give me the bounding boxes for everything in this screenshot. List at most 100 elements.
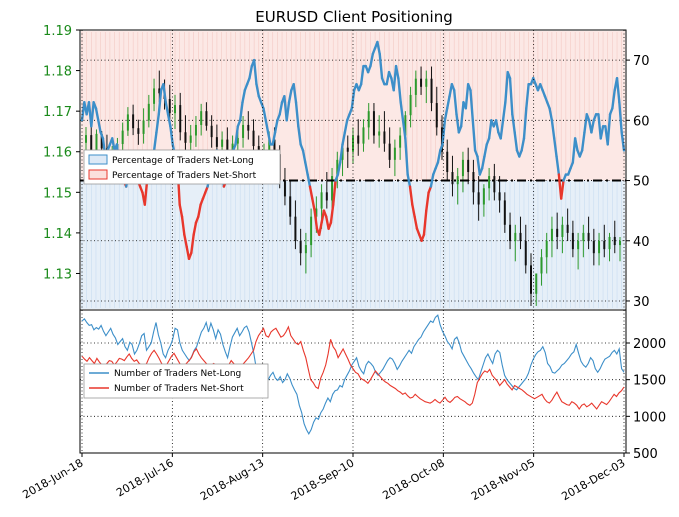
candle-body — [461, 159, 464, 177]
hatch-lines — [81, 32, 622, 308]
net-long-segment — [304, 161, 309, 176]
candle-body — [388, 143, 391, 160]
x-tick-label: 2018-Nov-05 — [469, 456, 537, 503]
net-long-segment — [169, 125, 174, 146]
candle-body — [126, 114, 129, 131]
candle-body — [236, 137, 239, 144]
net-long-segment — [306, 173, 312, 188]
net-long-segment — [476, 155, 481, 176]
candle-body — [530, 265, 532, 294]
candle-body — [221, 139, 224, 147]
candle-body — [378, 131, 381, 136]
net-long-segment — [97, 119, 102, 134]
candle-body — [472, 172, 475, 193]
candle-body — [215, 137, 218, 147]
candle-body — [121, 130, 124, 145]
net-long-segment — [508, 76, 514, 116]
candle-body — [561, 224, 564, 237]
candle-body — [367, 111, 370, 128]
net-long-segment — [522, 107, 528, 140]
x-tick-label: 2018-Oct-08 — [380, 456, 446, 502]
net-long-segment — [511, 113, 516, 134]
net-long-segment — [573, 137, 579, 152]
net-long-segment — [152, 131, 158, 152]
net-long-segment — [190, 233, 195, 254]
candle-body — [294, 216, 297, 242]
net-long-segment — [620, 131, 626, 152]
net-long-segment — [294, 101, 300, 128]
net-long-segment — [183, 233, 188, 248]
legend-percentage: Percentage of Traders Net-Long Percentag… — [83, 149, 281, 185]
net-long-segment — [341, 131, 347, 146]
candle-body — [174, 105, 176, 114]
candle-body — [320, 192, 323, 209]
net-long-segment — [336, 161, 342, 176]
candle-body — [85, 135, 87, 143]
net-long-segment — [459, 101, 465, 128]
candle-body — [372, 111, 375, 136]
candle-body — [383, 131, 386, 144]
net-long-segment — [611, 89, 616, 110]
net-long-segment — [553, 137, 558, 158]
candle-body — [556, 228, 559, 237]
x-tick-label: 2018-Dec-03 — [559, 456, 627, 503]
candle-body — [498, 192, 501, 201]
net-long-segment — [583, 113, 588, 134]
candle-body — [477, 192, 480, 205]
net-long-segment — [464, 82, 470, 110]
net-long-segment — [599, 125, 605, 140]
candle-body — [619, 241, 621, 246]
net-long-segment — [285, 101, 291, 122]
candle-body — [451, 172, 454, 185]
net-long-segment — [143, 179, 149, 206]
net-long-segment — [278, 101, 284, 116]
net-long-segment — [494, 119, 500, 134]
y-lower-tick-label: 1500 — [633, 374, 666, 389]
net-long-segment — [555, 155, 561, 176]
net-long-segment — [446, 95, 451, 110]
candle-body — [357, 135, 360, 144]
legend-trader-counts: Number of Traders Net-Long Number of Tra… — [83, 363, 269, 399]
candle-body — [592, 241, 595, 254]
net-long-segment — [376, 40, 381, 56]
chart-title: EURUSD Client Positioning — [255, 8, 453, 26]
candle-body — [137, 128, 140, 134]
net-long-segment — [401, 119, 407, 140]
net-long-segment — [580, 131, 586, 152]
net-long-segment — [406, 173, 412, 188]
candle-body — [425, 78, 428, 87]
net-long-segment — [394, 64, 400, 80]
net-long-segment — [287, 89, 293, 104]
y-left-tick-label: 1.13 — [43, 267, 72, 282]
y-right-tick-label: 50 — [633, 175, 650, 190]
net-long-segment — [241, 89, 247, 104]
candle-body — [205, 111, 208, 126]
candle-body — [571, 232, 574, 250]
net-long-segment — [343, 119, 349, 134]
net-long-segment — [164, 101, 170, 116]
net-long-segment — [480, 155, 486, 170]
candle-body — [273, 139, 276, 155]
candle-body — [545, 241, 548, 258]
y-right-tick-label: 40 — [633, 235, 650, 250]
y-lower-tick-label: 1000 — [633, 410, 666, 425]
count-net-long-line — [81, 314, 625, 436]
y-right-tick-label: 60 — [633, 114, 650, 129]
net-long-segment — [162, 82, 167, 104]
net-long-segment — [166, 113, 172, 128]
net-long-segment — [292, 82, 298, 104]
candle-body — [210, 125, 213, 138]
net-long-segment — [399, 101, 405, 122]
candle-body — [503, 200, 506, 225]
net-long-segment — [487, 119, 493, 140]
candle-body — [325, 192, 328, 201]
y-right-tick-label: 30 — [633, 295, 650, 310]
net-long-segment — [234, 125, 240, 146]
x-tick-label: 2018-Sep-10 — [289, 456, 357, 503]
candle-body — [493, 176, 496, 193]
candle-body — [247, 124, 250, 131]
candle-body — [587, 232, 590, 242]
candle-body — [482, 188, 485, 205]
x-tick-label: 2018-Jun-18 — [20, 456, 85, 501]
